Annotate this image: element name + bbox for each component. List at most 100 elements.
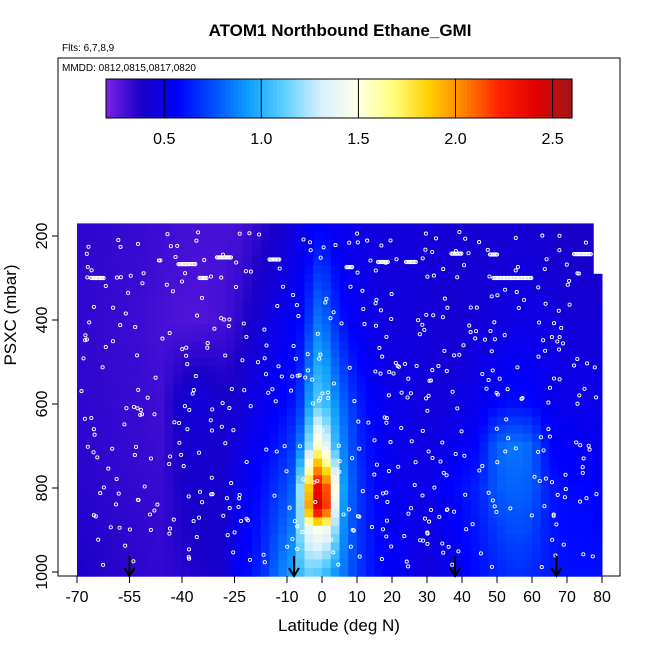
heatmap-cell — [269, 509, 279, 518]
heatmap-cell — [129, 458, 139, 468]
heatmap-cell — [567, 425, 577, 434]
heatmap-cell — [348, 248, 358, 258]
heatmap-cell — [374, 223, 384, 233]
heatmap-cell — [234, 240, 244, 250]
heatmap-cell — [339, 450, 349, 460]
colorbar-segment — [280, 79, 286, 118]
heatmap-cell — [558, 240, 568, 250]
heatmap-cell — [287, 265, 297, 275]
sample-point — [313, 500, 318, 505]
sample-point — [123, 543, 128, 548]
heatmap-cell — [392, 475, 402, 485]
heatmap-cell — [103, 551, 113, 560]
colorbar-segment — [346, 79, 352, 118]
heatmap-cell — [593, 441, 603, 451]
heatmap-cell — [462, 509, 472, 518]
heatmap-cell — [103, 458, 113, 468]
heatmap-cell — [295, 273, 305, 283]
heatmap-cell — [243, 408, 253, 418]
heatmap-cell — [505, 349, 515, 359]
heatmap-cell — [374, 458, 384, 468]
heatmap-cell — [427, 240, 437, 250]
heatmap-cell — [260, 399, 270, 409]
sample-point — [543, 301, 548, 306]
heatmap-cell — [217, 525, 227, 535]
sample-point — [118, 323, 123, 328]
heatmap-cell — [155, 517, 165, 527]
heatmap-cell — [173, 559, 183, 569]
heatmap-cell — [322, 509, 332, 518]
heatmap-cell — [488, 391, 498, 401]
heatmap-cell — [567, 290, 577, 300]
heatmap-cell — [234, 374, 244, 384]
sample-point — [384, 534, 389, 539]
heatmap-cell — [217, 433, 227, 443]
heatmap-cell — [147, 425, 157, 434]
heatmap-cell — [77, 475, 87, 485]
heatmap-cell — [269, 366, 279, 376]
heatmap-cell — [383, 349, 393, 359]
heatmap-cell — [575, 223, 585, 233]
heatmap-cell — [322, 383, 332, 392]
heatmap-cell — [348, 257, 358, 266]
heatmap-cell — [418, 567, 428, 577]
heatmap-cell — [330, 357, 340, 367]
heatmap-cell — [549, 475, 559, 485]
heatmap-cell — [138, 475, 148, 485]
sample-point — [131, 559, 136, 564]
heatmap-cell — [313, 416, 323, 426]
heatmap-cell — [357, 500, 367, 510]
heatmap-cell — [549, 324, 559, 334]
heatmap-cell — [357, 525, 367, 535]
heatmap-cell — [85, 433, 95, 443]
sample-point — [529, 275, 534, 281]
heatmap-cell — [94, 324, 104, 334]
heatmap-cell — [234, 425, 244, 434]
heatmap-cell — [269, 240, 279, 250]
heatmap-cell — [103, 223, 113, 233]
heatmap-cell — [435, 483, 445, 493]
heatmap-cell — [444, 433, 454, 443]
heatmap-cell — [549, 517, 559, 527]
colorbar-segment — [447, 79, 453, 118]
sample-point — [575, 356, 580, 362]
heatmap-cell — [479, 416, 489, 426]
heatmap-cell — [427, 416, 437, 426]
heatmap-cell — [339, 265, 349, 275]
heatmap-cell — [470, 542, 480, 552]
heatmap-cell — [479, 240, 489, 250]
heatmap-cell — [138, 534, 148, 544]
sample-point — [537, 320, 542, 325]
heatmap-cell — [348, 458, 358, 468]
sample-point — [277, 266, 282, 271]
heatmap-cell — [558, 223, 568, 233]
heatmap-cell — [190, 299, 200, 308]
heatmap-cell — [383, 374, 393, 384]
heatmap-cell — [383, 324, 393, 334]
heatmap-cell — [523, 257, 533, 266]
heatmap-cell — [208, 483, 218, 493]
heatmap-cell — [199, 223, 209, 233]
heatmap-cell — [575, 265, 585, 275]
heatmap-cell — [173, 332, 183, 342]
heatmap-cell — [374, 366, 384, 376]
heatmap-cell — [549, 458, 559, 468]
sample-point — [543, 348, 548, 353]
heatmap-cell — [418, 231, 428, 241]
heatmap-cell — [103, 231, 113, 241]
heatmap-cell — [435, 290, 445, 300]
sample-point — [190, 391, 195, 396]
heatmap-cell — [234, 433, 244, 443]
heatmap-cell — [549, 357, 559, 367]
heatmap-cell — [164, 408, 174, 418]
sample-point — [355, 231, 360, 236]
heatmap-cell — [427, 315, 437, 325]
heatmap-cell — [418, 551, 428, 560]
heatmap-cell — [374, 509, 384, 518]
heatmap-cell — [558, 374, 568, 384]
sample-point — [557, 248, 562, 253]
heatmap-cell — [514, 408, 524, 418]
heatmap-cell — [313, 231, 323, 241]
heatmap-cell — [575, 408, 585, 418]
heatmap-cell — [77, 500, 87, 510]
